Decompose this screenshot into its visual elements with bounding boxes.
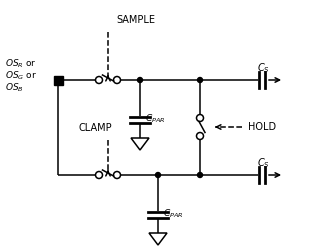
Bar — [53, 75, 63, 85]
Text: $OS_G$ or: $OS_G$ or — [5, 70, 37, 82]
Text: CLAMP: CLAMP — [78, 123, 112, 133]
Circle shape — [95, 76, 103, 84]
Circle shape — [137, 77, 142, 83]
Text: HOLD: HOLD — [248, 122, 276, 132]
Circle shape — [114, 76, 120, 84]
Circle shape — [197, 115, 203, 122]
Circle shape — [114, 172, 120, 179]
Text: $C_S$: $C_S$ — [257, 61, 269, 75]
Text: SAMPLE: SAMPLE — [117, 15, 156, 25]
Circle shape — [156, 173, 160, 178]
Circle shape — [197, 77, 202, 83]
Circle shape — [197, 132, 203, 139]
Text: $OS_B$: $OS_B$ — [5, 82, 24, 94]
Text: $C_S$: $C_S$ — [257, 156, 269, 170]
Text: $OS_R$ or: $OS_R$ or — [5, 58, 37, 70]
Circle shape — [197, 173, 202, 178]
Circle shape — [95, 172, 103, 179]
Text: $C_{PAR}$: $C_{PAR}$ — [163, 208, 183, 220]
Text: $C_{PAR}$: $C_{PAR}$ — [145, 113, 165, 125]
